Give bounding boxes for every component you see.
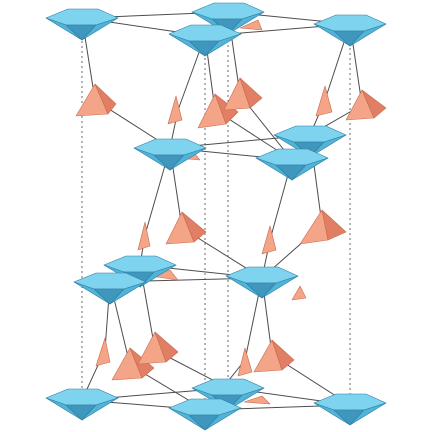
octahedron [168, 398, 242, 431]
tetrahedron [345, 89, 387, 121]
tetrahedra [75, 19, 387, 405]
tetrahedron [75, 83, 117, 117]
tetrahedron [261, 225, 277, 255]
octahedron [168, 24, 242, 57]
octahedron [313, 14, 387, 47]
octahedron [45, 388, 119, 421]
unit-cell-frame [81, 10, 351, 410]
octahedron [225, 266, 299, 299]
octahedron [313, 393, 387, 426]
octahedron [45, 8, 119, 41]
tetrahedron [243, 395, 271, 405]
tetrahedron [137, 221, 151, 251]
tetrahedron [299, 209, 347, 245]
tetrahedron [167, 95, 183, 125]
tetrahedron [165, 211, 207, 245]
bond-network [81, 11, 363, 411]
tetrahedron [253, 339, 295, 373]
octahedron [73, 272, 147, 305]
octahedron [255, 148, 329, 181]
tetrahedron [237, 347, 253, 377]
octahedra [45, 2, 387, 431]
tetrahedron [95, 337, 111, 367]
tetrahedron [315, 85, 333, 117]
tetrahedron [291, 285, 307, 301]
tetrahedron [137, 331, 179, 365]
tetrahedron [223, 77, 263, 111]
octahedron [133, 138, 207, 171]
tetrahedron [239, 19, 263, 31]
